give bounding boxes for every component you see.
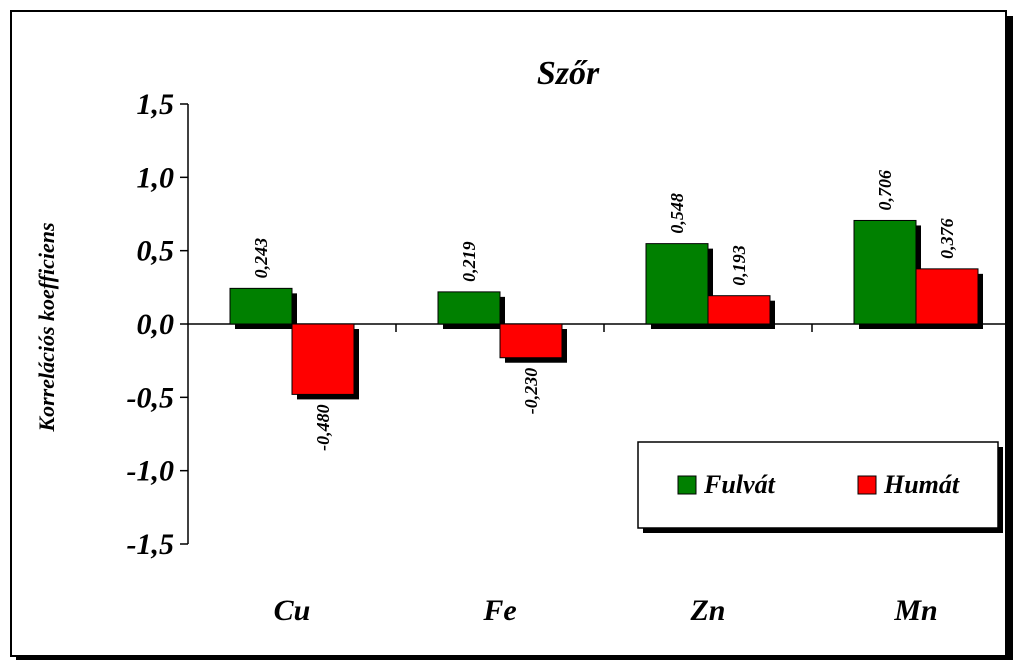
bar-fulvt-cu — [229, 287, 293, 325]
y-tick-label: -1,0 — [127, 455, 175, 488]
bar-humt-cu — [291, 323, 355, 395]
y-tick-label: -1,5 — [127, 528, 175, 561]
y-axis-label: Korrelációs koefficiens — [34, 222, 59, 432]
y-tick-label: -0,5 — [127, 381, 175, 414]
bar-humt-zn — [707, 295, 771, 325]
bar-humt-mn — [915, 268, 979, 325]
category-label-cu: Cu — [274, 594, 311, 627]
data-label: 0,193 — [729, 245, 749, 286]
data-label: 0,219 — [459, 241, 479, 282]
data-label: 0,243 — [251, 238, 271, 279]
y-tick-label: 1,5 — [137, 88, 175, 121]
data-label: 0,376 — [937, 218, 957, 259]
legend-label: Fulvát — [703, 470, 776, 499]
category-label-mn: Mn — [893, 594, 937, 627]
y-tick-label: 0,0 — [137, 308, 175, 341]
legend-swatch — [677, 475, 697, 495]
plot-area: 1,5 1,0 0,5 0,0 -0,5 -1,0 -1,5 Cu 0,243 -0,480 Fe 0… — [127, 88, 1019, 627]
data-label: 0,706 — [875, 170, 895, 211]
legend-swatch — [857, 475, 877, 495]
y-tick-label: 0,5 — [137, 235, 175, 268]
bar-fulvt-fe — [437, 291, 501, 325]
category-label-zn: Zn — [689, 594, 725, 627]
legend-box — [637, 441, 999, 529]
bar-humt-fe — [499, 323, 563, 359]
bar-fulvt-zn — [645, 243, 709, 325]
chart-frame: Szőr Korrelációs koefficiens 1,5 1,0 0,5 0,… — [10, 10, 1019, 657]
bar-fulvt-mn — [853, 219, 917, 325]
category-label-fe: Fe — [482, 594, 516, 627]
legend-label: Humát — [883, 470, 960, 499]
legend: Fulvát Humát — [637, 441, 1003, 533]
y-tick-label: 1,0 — [137, 161, 175, 194]
bar-chart: Szőr Korrelációs koefficiens 1,5 1,0 0,5 0,… — [34, 55, 1019, 627]
data-label: -0,230 — [521, 368, 541, 415]
data-label: 0,548 — [667, 193, 687, 234]
chart-title: Szőr — [537, 55, 600, 92]
data-label: -0,480 — [313, 404, 333, 451]
